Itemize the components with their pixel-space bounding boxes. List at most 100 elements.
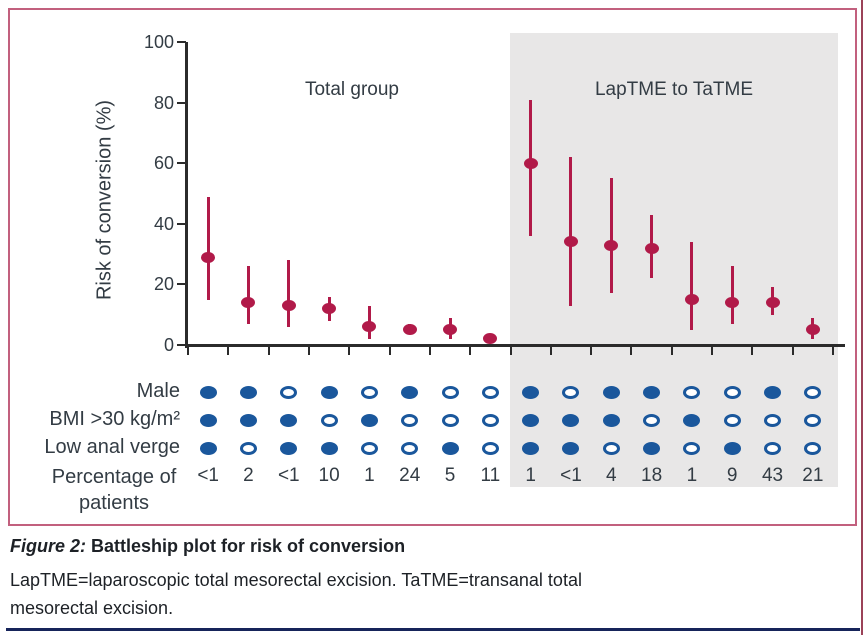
x-tick bbox=[267, 347, 270, 355]
ci-bar bbox=[287, 260, 291, 327]
low-anal-verge-indicator bbox=[602, 441, 620, 455]
low-anal-verge-indicator bbox=[481, 441, 499, 455]
figure-number: Figure 2: bbox=[10, 536, 87, 556]
male-indicator bbox=[401, 385, 419, 399]
male-indicator bbox=[804, 385, 822, 399]
y-tick-label: 60 bbox=[153, 153, 174, 174]
laptme-group-panel bbox=[510, 33, 838, 487]
bmi-indicator bbox=[401, 413, 419, 427]
x-tick bbox=[670, 347, 673, 355]
bmi-indicator bbox=[239, 413, 257, 427]
male-indicator bbox=[239, 385, 257, 399]
pct-value: 1 bbox=[525, 465, 536, 486]
ci-bar bbox=[690, 241, 694, 330]
y-tick bbox=[177, 101, 186, 104]
male-indicator bbox=[280, 385, 298, 399]
x-tick bbox=[388, 347, 391, 355]
row-label-bmi: BMI >30 kg/m² bbox=[49, 408, 180, 430]
estimate-point bbox=[201, 251, 216, 263]
bmi-indicator bbox=[643, 413, 661, 427]
bmi-indicator bbox=[522, 413, 540, 427]
ci-bar bbox=[730, 266, 734, 324]
row-label-male: Male bbox=[136, 380, 180, 402]
low-anal-verge-indicator bbox=[441, 441, 459, 455]
bmi-indicator bbox=[562, 413, 580, 427]
ci-bar bbox=[609, 178, 613, 294]
y-tick-label: 80 bbox=[153, 92, 174, 113]
bmi-indicator bbox=[723, 413, 741, 427]
bmi-indicator bbox=[360, 413, 378, 427]
row-label-low-anal-verge: Low anal verge bbox=[44, 436, 180, 458]
low-anal-verge-indicator bbox=[643, 441, 661, 455]
x-tick bbox=[348, 347, 351, 355]
pct-value: 21 bbox=[802, 465, 824, 486]
pct-value: 1 bbox=[686, 465, 698, 486]
pct-value: <1 bbox=[197, 465, 219, 486]
male-indicator bbox=[441, 385, 459, 399]
male-indicator bbox=[320, 385, 338, 399]
low-anal-verge-indicator bbox=[360, 441, 378, 455]
low-anal-verge-indicator bbox=[320, 441, 338, 455]
y-tick bbox=[177, 222, 186, 225]
y-axis-label: Risk of conversion (%) bbox=[93, 99, 116, 301]
y-tick-label: 100 bbox=[143, 32, 174, 52]
y-tick-label: 40 bbox=[153, 213, 174, 234]
x-tick bbox=[791, 347, 794, 355]
estimate-point bbox=[805, 324, 820, 336]
estimate-point bbox=[362, 321, 377, 333]
pct-value: 43 bbox=[761, 465, 784, 486]
estimate-point bbox=[241, 297, 256, 309]
estimate-point bbox=[725, 297, 740, 309]
bmi-indicator bbox=[683, 413, 701, 427]
ci-bar bbox=[569, 157, 573, 306]
male-indicator bbox=[481, 385, 499, 399]
low-anal-verge-indicator bbox=[723, 441, 741, 455]
figure-caption: Figure 2: Battleship plot for risk of co… bbox=[10, 536, 810, 622]
estimate-point bbox=[563, 236, 578, 248]
low-anal-verge-indicator bbox=[199, 441, 217, 455]
y-tick bbox=[177, 162, 186, 165]
bmi-indicator bbox=[280, 413, 298, 427]
ci-bar bbox=[206, 196, 210, 300]
y-tick bbox=[177, 283, 186, 286]
estimate-point bbox=[281, 300, 296, 312]
male-indicator bbox=[723, 385, 741, 399]
x-tick bbox=[630, 347, 633, 355]
low-anal-verge-indicator bbox=[401, 441, 419, 455]
male-indicator bbox=[602, 385, 620, 399]
low-anal-verge-indicator bbox=[804, 441, 822, 455]
row-label-percentage: Percentage of patients bbox=[51, 466, 177, 514]
low-anal-verge-indicator bbox=[280, 441, 298, 455]
caption-title-text: Battleship plot for risk of conversion bbox=[91, 536, 406, 556]
male-indicator bbox=[683, 385, 701, 399]
y-tick-label: 20 bbox=[153, 274, 174, 295]
y-tick bbox=[177, 344, 186, 346]
y-tick-label: 0 bbox=[163, 335, 174, 355]
male-indicator bbox=[360, 385, 378, 399]
pct-value: <1 bbox=[560, 465, 582, 486]
x-tick bbox=[428, 347, 431, 355]
bmi-indicator bbox=[199, 413, 217, 427]
bmi-indicator bbox=[441, 413, 459, 427]
x-tick bbox=[832, 347, 834, 355]
x-tick bbox=[227, 347, 230, 355]
group-title-laptme: LapTME to TaTME bbox=[594, 79, 754, 100]
pct-value: <1 bbox=[277, 465, 300, 486]
low-anal-verge-indicator bbox=[683, 441, 701, 455]
x-tick bbox=[549, 347, 552, 355]
estimate-point bbox=[402, 324, 417, 336]
caption-abbrev-line-1: LapTME=laparoscopic total mesorectal exc… bbox=[10, 570, 582, 590]
male-indicator bbox=[522, 385, 540, 399]
x-tick bbox=[307, 347, 310, 355]
male-indicator bbox=[562, 385, 580, 399]
estimate-point bbox=[322, 303, 337, 315]
pct-value: 5 bbox=[444, 465, 456, 486]
x-tick bbox=[751, 347, 754, 355]
caption-abbrev-line-2: mesorectal excision. bbox=[10, 598, 174, 618]
x-tick bbox=[590, 347, 593, 355]
low-anal-verge-indicator bbox=[562, 441, 580, 455]
x-tick bbox=[469, 347, 472, 355]
bmi-indicator bbox=[602, 413, 620, 427]
estimate-point bbox=[443, 324, 458, 336]
estimate-point bbox=[684, 294, 699, 306]
